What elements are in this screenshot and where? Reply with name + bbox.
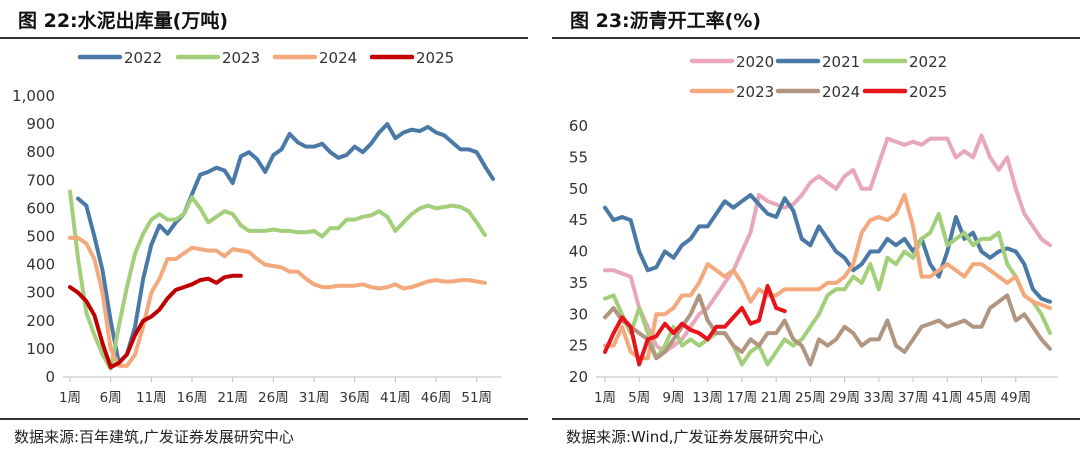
- x-tick-label: 17周: [727, 390, 758, 406]
- y-tick-label: 200: [26, 312, 55, 330]
- series-line-2025: [68, 273, 243, 370]
- series-line-2024: [603, 293, 1052, 367]
- x-tick-label: 46周: [421, 390, 452, 406]
- x-tick-label: 16周: [177, 390, 208, 406]
- x-tick-label: 36周: [339, 390, 370, 406]
- y-tick-label: 20: [569, 368, 588, 386]
- y-tick-label: 35: [569, 274, 588, 292]
- series-line-2022: [603, 211, 1052, 367]
- y-tick-label: 30: [569, 305, 588, 323]
- x-tick-label: 25周: [795, 390, 826, 406]
- source-note: 数据来源:Wind,广发证券发展研究中心: [566, 428, 824, 446]
- chart-title: 图 23:沥青开工率(%): [570, 10, 762, 32]
- x-tick-label: 21周: [217, 390, 248, 406]
- y-tick-label: 300: [26, 284, 55, 302]
- legend-label-2020: 2020: [736, 53, 774, 71]
- source-note: 数据来源:百年建筑,广发证券发展研究中心: [14, 428, 294, 446]
- x-tick-label: 45周: [966, 390, 997, 406]
- y-tick-label: 400: [26, 256, 55, 274]
- series-line-2024: [68, 235, 487, 368]
- series-line-2025: [603, 284, 787, 367]
- series-line-2021: [603, 193, 1052, 304]
- x-tick-label: 26周: [258, 390, 289, 406]
- y-tick-label: 0: [45, 368, 55, 386]
- title-rule: [0, 37, 528, 39]
- x-tick-label: 1周: [59, 390, 81, 406]
- x-tick-label: 11周: [136, 390, 167, 406]
- y-tick-label: 100: [26, 340, 55, 358]
- x-tick-label: 41周: [932, 390, 963, 406]
- source-rule: [552, 418, 1080, 420]
- x-tick-label: 21周: [761, 390, 792, 406]
- legend-label-2022: 2022: [909, 53, 947, 71]
- legend-label-2023: 2023: [222, 49, 260, 67]
- x-tick-label: 51周: [461, 390, 492, 406]
- y-tick-label: 40: [569, 243, 588, 261]
- x-tick-label: 37周: [898, 390, 929, 406]
- x-tick-label: 33周: [864, 390, 895, 406]
- y-tick-label: 50: [569, 180, 588, 198]
- y-tick-label: 60: [569, 117, 588, 135]
- x-tick-label: 1周: [594, 390, 616, 406]
- x-tick-label: 31周: [299, 390, 330, 406]
- x-tick-label: 9周: [662, 390, 684, 406]
- legend-label-2021: 2021: [822, 53, 860, 71]
- title-rule: [552, 37, 1080, 39]
- y-tick-label: 25: [569, 337, 588, 355]
- y-tick-label: 55: [569, 148, 588, 166]
- x-tick-label: 41周: [380, 390, 411, 406]
- y-tick-label: 1,000: [12, 87, 55, 105]
- cement-shipment-chart: 0 100 200 300 400 500 600 700 800 900 1,000 1周 6周 11周…: [12, 49, 501, 406]
- legend-label-2025: 2025: [909, 83, 947, 101]
- y-tick-label: 500: [26, 228, 55, 246]
- legend-label-2025: 2025: [416, 49, 454, 67]
- legend-label-2023: 2023: [736, 83, 774, 101]
- x-tick-label: 29周: [829, 390, 860, 406]
- y-tick-label: 700: [26, 171, 55, 189]
- left-chart-panel: 图 22:水泥出库量(万吨) 0 100 200 300 400 500 600 700 800…: [0, 0, 528, 457]
- legend-label-2022: 2022: [124, 49, 162, 67]
- series-line-2023: [68, 189, 487, 371]
- right-chart-panel: 图 23:沥青开工率(%) 20 25 30 35 40 45 50 55 60 1周 5周 9周 13…: [552, 0, 1080, 457]
- y-tick-label: 45: [569, 211, 588, 229]
- series-line-2023: [603, 193, 1052, 361]
- legend-label-2024: 2024: [319, 49, 357, 67]
- x-tick-label: 13周: [692, 390, 723, 406]
- source-rule: [0, 418, 528, 420]
- series-line-2022: [76, 122, 495, 365]
- y-tick-label: 600: [26, 199, 55, 217]
- chart-title: 图 22:水泥出库量(万吨): [18, 10, 229, 32]
- y-tick-label: 900: [26, 115, 55, 133]
- legend-label-2024: 2024: [822, 83, 860, 101]
- x-tick-label: 6周: [100, 390, 122, 406]
- x-tick-label: 5周: [628, 390, 650, 406]
- y-tick-label: 800: [26, 143, 55, 161]
- x-tick-label: 49周: [1000, 390, 1031, 406]
